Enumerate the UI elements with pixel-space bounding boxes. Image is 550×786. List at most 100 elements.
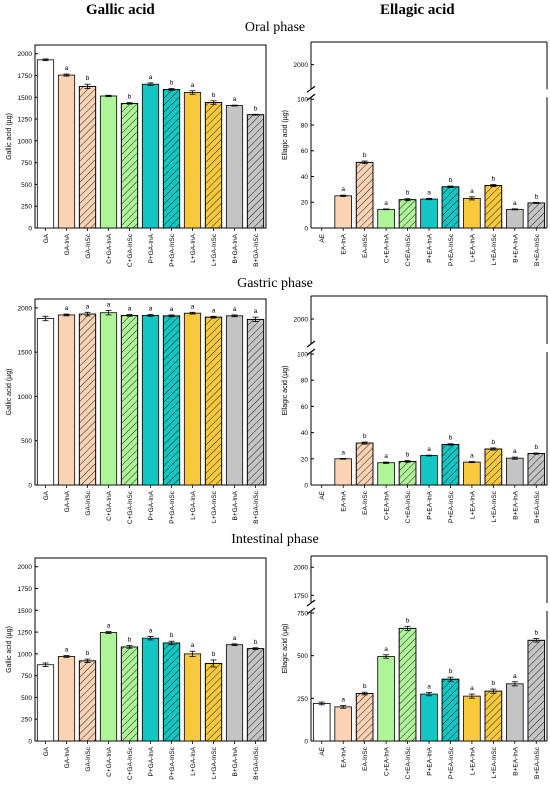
x-tick-label: B+EA-InA <box>512 233 519 262</box>
x-tick-label: P+EA-InA <box>427 233 434 262</box>
x-tick-label: EA-InSc <box>362 233 369 258</box>
y-tick-label: 2000 <box>294 565 309 572</box>
significance-label: b <box>254 639 258 646</box>
y-tick-label: 750 <box>297 610 308 617</box>
x-tick-label: C+GA-InSc <box>127 233 134 267</box>
bar-hatch-P+EA-InSc <box>441 678 460 742</box>
axis-break-mark-lower <box>306 607 316 615</box>
y-tick-label: 750 <box>21 160 32 167</box>
y-tick-label: 1500 <box>18 608 33 615</box>
x-tick-label: P+EA-InSc <box>448 746 455 779</box>
chart-panel-2: 0 20 40 60 80 100 2000 Ellagic acid (µg) AE a EA-I… <box>282 41 548 266</box>
bar-EA-InA <box>334 706 352 742</box>
bar-C+EA-InA <box>377 656 395 742</box>
x-tick-label: EA-InA <box>341 746 348 767</box>
bar-hatch-L+GA-InSc <box>204 102 223 229</box>
x-tick-label: C+GA-InSc <box>127 490 134 524</box>
x-tick-label: GA-InA <box>64 233 71 255</box>
x-tick-label: L+GA-InA <box>190 490 197 519</box>
significance-label: a <box>427 446 431 453</box>
bar-hatch-EA-InSc <box>355 161 374 229</box>
significance-label: a <box>470 453 474 460</box>
bar-B+GA-InA <box>225 644 244 742</box>
bar-hatch-GA-InSc <box>78 313 97 486</box>
y-tick-label: 1500 <box>18 350 33 357</box>
significance-label: a <box>233 96 237 103</box>
y-tick-label: 2000 <box>18 51 33 58</box>
x-tick-label: C+GA-InA <box>106 490 113 520</box>
significance-label: a <box>341 696 345 703</box>
bar-B+GA-InA <box>225 315 244 486</box>
significance-label: a <box>470 188 474 195</box>
significance-label: b <box>128 94 132 101</box>
y-tick-label: 500 <box>21 695 32 702</box>
x-tick-label: C+GA-InSc <box>127 746 134 780</box>
bar-hatch-C+EA-InSc <box>398 199 417 229</box>
bar-hatch-L+GA-InSc <box>204 316 223 486</box>
phase-title-intestinal: Intestinal phase <box>231 532 319 547</box>
x-tick-label: L+GA-InSc <box>211 490 218 523</box>
x-tick-label: B+EA-InA <box>512 490 519 519</box>
bar-C+EA-InA <box>377 208 395 229</box>
bar-GA-InA <box>57 314 76 486</box>
x-tick-label: B+GA-InA <box>232 490 239 520</box>
significance-label: a <box>233 306 237 313</box>
significance-label: b <box>212 92 216 99</box>
significance-label: b <box>406 190 410 197</box>
y-axis-label: Ellagic acid (µg) <box>282 366 289 416</box>
significance-label: a <box>254 308 258 315</box>
y-tick-label: 1250 <box>18 117 33 124</box>
bar-hatch-GA-InSc <box>78 85 97 229</box>
bar-hatch-C+GA-InSc <box>120 646 139 742</box>
x-tick-label: P+GA-InSc <box>169 233 176 266</box>
y-tick-label: 1000 <box>18 651 33 658</box>
y-tick-label: 100 <box>297 97 308 104</box>
y-tick-label: 2000 <box>18 305 33 312</box>
significance-label: b <box>534 193 538 200</box>
significance-label: a <box>149 627 153 634</box>
bar-GA-InA <box>57 74 76 229</box>
y-tick-label: 1750 <box>294 593 309 600</box>
bar-C+GA-InA <box>99 312 118 486</box>
y-tick-label: 60 <box>301 404 309 411</box>
left-column-title: Gallic acid <box>86 2 155 18</box>
bar-hatch-P+EA-InSc <box>441 443 460 486</box>
chart-panel-6: 0 250 500 750 1750 2000 Ellagic acid (µg) AE a EA… <box>282 555 548 779</box>
phase-title-gastric: Gastric phase <box>237 276 313 291</box>
bar-hatch-B+EA-InSc <box>527 202 546 229</box>
x-tick-label: AE <box>319 746 326 755</box>
bar-hatch-GA-InSc <box>78 660 97 742</box>
x-tick-label: P+GA-InA <box>148 490 155 520</box>
significance-label: b <box>363 152 367 159</box>
y-tick-label: 40 <box>301 430 309 437</box>
y-axis-label: Gallic acid (µg) <box>6 369 13 416</box>
phase-title-oral: Oral phase <box>244 20 306 35</box>
y-tick-label: 500 <box>297 653 308 660</box>
y-tick-label: 2000 <box>294 62 309 69</box>
significance-label: b <box>449 435 453 442</box>
bar-B+GA-InA <box>225 105 244 229</box>
y-tick-label: 0 <box>304 739 308 746</box>
significance-label: a <box>233 635 237 642</box>
x-tick-label: L+EA-InA <box>469 233 476 262</box>
y-tick-label: 0 <box>28 226 32 233</box>
bar-hatch-B+EA-InSc <box>527 453 546 486</box>
y-tick-label: 0 <box>28 483 32 490</box>
x-tick-label: B+EA-InSc <box>534 490 541 523</box>
significance-label: a <box>427 189 431 196</box>
x-tick-label: GA-InA <box>64 746 71 768</box>
chart-panel-5: 0 250 500 750 1000 1250 1500 1750 2000 Gallic aci… <box>6 557 267 780</box>
significance-label: b <box>449 177 453 184</box>
x-tick-label: B+GA-InSc <box>253 233 260 266</box>
y-tick-label: 250 <box>21 717 32 724</box>
x-tick-label: P+EA-InSc <box>448 490 455 523</box>
significance-label: a <box>513 200 517 207</box>
significance-label: a <box>107 623 111 630</box>
x-tick-label: L+EA-InSc <box>491 233 498 265</box>
bar-GA-InA <box>57 656 76 742</box>
bar-L+GA-InA <box>183 312 202 486</box>
x-tick-label: C+EA-InSc <box>405 746 412 779</box>
significance-label: a <box>149 306 153 313</box>
x-tick-label: GA-InSc <box>85 233 92 258</box>
